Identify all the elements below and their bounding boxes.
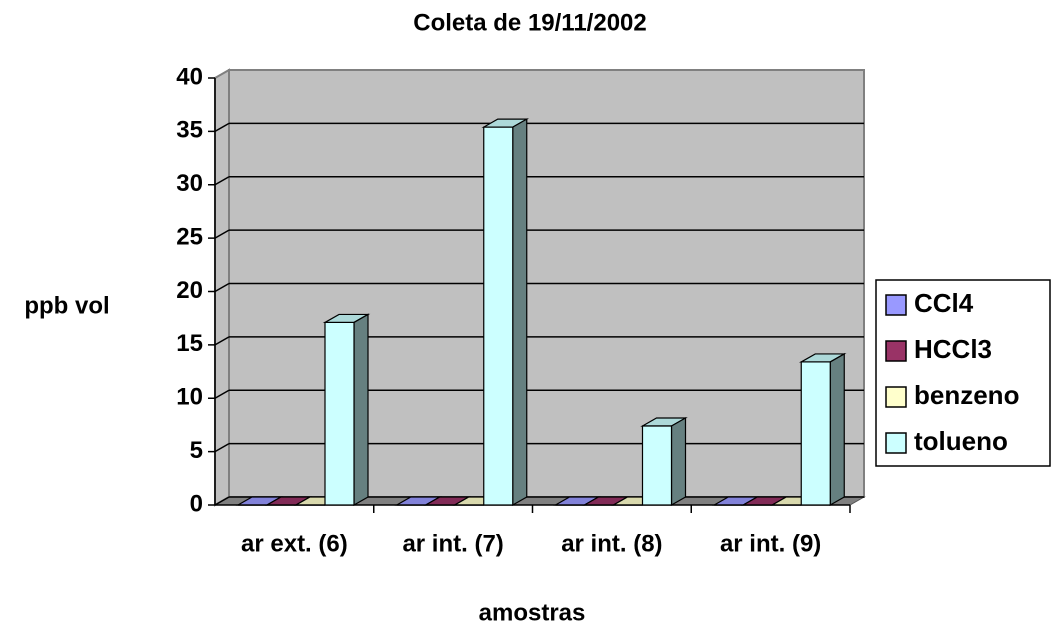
x-tick-label: ar int. (9) [720, 530, 821, 557]
bar [640, 416, 688, 507]
legend-swatch [885, 340, 907, 362]
grid-line [214, 282, 230, 293]
y-tick-label: 0 [190, 490, 203, 517]
legend-label: HCCl3 [914, 334, 992, 364]
bar-face [641, 425, 673, 506]
y-tick-label: 20 [176, 277, 203, 304]
bar-face [512, 118, 528, 507]
legend-swatch [885, 432, 907, 454]
y-axis-label: ppb vol [24, 292, 109, 319]
x-tick-label: ar int. (7) [402, 530, 503, 557]
y-tick-label: 10 [176, 384, 203, 411]
legend-label: tolueno [914, 426, 1008, 456]
grid-line [214, 496, 230, 506]
legend-label: benzeno [914, 380, 1019, 410]
y-tick-label: 25 [176, 223, 203, 250]
legend-label: CCl4 [914, 288, 974, 318]
bar [798, 352, 847, 507]
grid-line [214, 336, 230, 346]
bar-face [829, 352, 845, 507]
bar [481, 118, 530, 507]
grid-line [214, 229, 230, 239]
x-tick-label: ar ext. (6) [241, 530, 348, 557]
bar-face [324, 321, 355, 506]
y-tick-label: 5 [190, 437, 203, 464]
y-tick-label: 30 [176, 170, 203, 197]
legend-swatch [885, 386, 907, 408]
bar-face [670, 416, 687, 507]
bar [322, 313, 371, 507]
y-tick-label: 40 [176, 63, 203, 90]
bar-face [353, 313, 369, 507]
y-tick-label: 15 [176, 330, 203, 357]
legend-swatch [885, 294, 907, 316]
x-axis-label: amostras [479, 599, 586, 626]
grid-line [214, 176, 230, 186]
chart-title: Coleta de 19/11/2002 [413, 9, 646, 36]
y-tick-label: 35 [176, 117, 203, 144]
bar-face [483, 126, 514, 506]
grid-line [214, 122, 230, 133]
x-tick-label: ar int. (8) [561, 530, 662, 557]
bar-face [800, 361, 831, 506]
grid-line [214, 389, 230, 399]
grid-line [214, 442, 230, 453]
